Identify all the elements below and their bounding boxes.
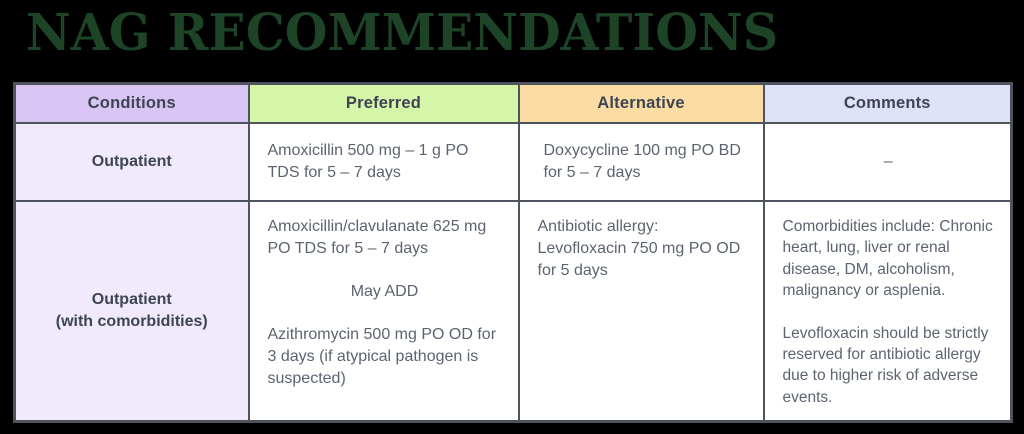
cell-alternative: Doxycycline 100 mg PO BD for 5 – 7 days [517,122,765,202]
cell-condition: Outpatient (with comorbidities) [13,200,250,423]
header-conditions: Conditions [13,82,250,124]
cell-text: May ADD [350,283,419,301]
table-header-row: Conditions Preferred Alternative Comment… [13,82,1013,124]
cell-text: Amoxicillin 500 mg – 1 g PO TDS for 5 – … [267,141,469,181]
table-row-outpatient: Outpatient Amoxicillin 500 mg – 1 g PO T… [13,122,1013,202]
page-title: NAG RECOMMENDATIONS [26,2,779,63]
condition-label-line2: (with comorbidities) [55,313,208,330]
recommendations-table: Conditions Preferred Alternative Comment… [13,82,1013,423]
cell-text: Comorbidities include: Chronic heart, lu… [782,218,993,300]
header-comments: Comments [762,82,1013,124]
condition-label: Outpatient [91,153,172,171]
cell-text: Antibiotic allergy: Levofloxacin 750 mg … [537,218,741,280]
cell-text: Doxycycline 100 mg PO BD for 5 – 7 days [543,141,741,181]
table-row-outpatient-comorbidities: Outpatient (with comorbidities) Amoxicil… [13,200,1013,423]
cell-comments: Comorbidities include: Chronic heart, lu… [762,200,1013,423]
cell-text: Amoxicillin/clavulanate 625 mg PO TDS fo… [267,218,487,258]
cell-text: – [883,152,893,170]
cell-alternative: Antibiotic allergy: Levofloxacin 750 mg … [517,200,765,423]
cell-text: Azithromycin 500 mg PO OD for 3 days (if… [267,326,497,388]
cell-comments: – [762,122,1013,202]
condition-label-line1: Outpatient [91,291,172,309]
cell-preferred: Amoxicillin 500 mg – 1 g PO TDS for 5 – … [247,122,520,202]
header-preferred: Preferred [247,82,520,124]
cell-text: Levofloxacin should be strictly reserved… [782,324,989,406]
cell-condition: Outpatient [13,122,250,202]
header-alternative: Alternative [517,82,765,124]
cell-preferred: Amoxicillin/clavulanate 625 mg PO TDS fo… [247,200,520,423]
